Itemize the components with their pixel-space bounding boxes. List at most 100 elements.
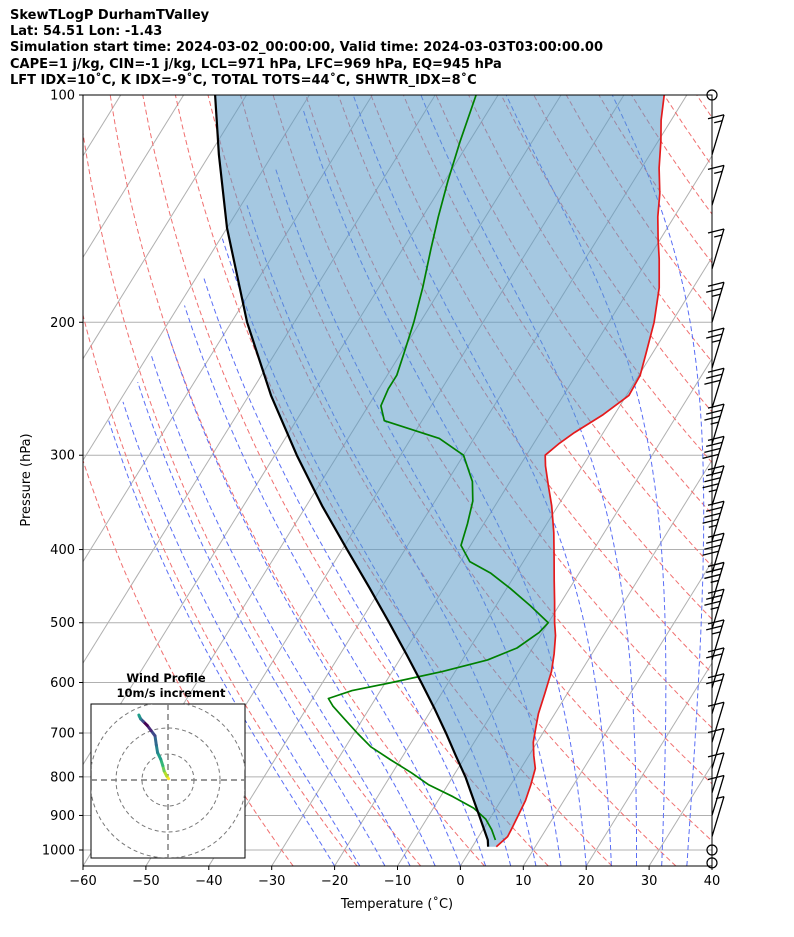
dry-adiabat-line [109,95,485,866]
barb-half-flag [712,339,721,343]
dry-adiabat-line [500,95,712,413]
x-tick-label: 10 [515,874,532,889]
wind-barb [707,774,725,816]
wind-barb [706,857,718,869]
title-line-station: SkewTLogP DurhamTValley [10,8,210,23]
isotherm-line [648,763,712,866]
barb-half-flag [714,234,723,238]
y-tick-label: 300 [50,449,75,464]
barb-half-flag [715,795,725,800]
barb-flag [707,403,725,409]
barb-staff [711,796,725,837]
barb-flag [702,518,719,524]
dry-adiabat-line [435,95,712,515]
wind-barb [702,435,725,477]
dry-adiabat-line [207,95,677,866]
calm-circle [706,844,718,856]
y-axis: 100 200 300 400 500 600 700 800 900 1000 [42,89,83,859]
profile-lines [214,95,666,848]
barb-half-flag [714,170,723,174]
calm-circle [706,89,718,101]
barb-flag [704,512,721,518]
barb-half-flag [708,489,717,493]
barb-flag [707,500,725,506]
hodograph-inset: Wind Profile 10m/s increment [90,671,246,859]
wind-barb [707,228,725,270]
barb-staff [711,775,725,816]
barb-flag [706,625,723,631]
cape-cin-shading [215,95,665,847]
moist-adiabat-line [137,381,386,866]
barb-flag [704,379,721,385]
wind-barb [704,561,725,603]
x-axis-label: Temperature (˚C) [340,896,453,912]
y-axis-label: Pressure (hPa) [19,433,34,526]
barb-half-flag [710,606,719,610]
wind-barb [707,114,725,155]
x-axis: −60 −50 −40 −30 −20 −10 0 10 20 30 40 [69,866,720,889]
barb-flag [706,679,723,685]
isotherm-line [83,95,247,360]
y-tick-label: 700 [50,727,75,742]
moist-adiabat-line [611,95,705,866]
barb-flag [706,373,723,379]
hodograph-segment [137,713,141,718]
barb-flag [707,727,725,734]
barb-half-flag [712,293,721,297]
title-line-indices: LFT IDX=10˚C, K IDX=-9˚C, TOTAL TOTS=44˚… [10,72,477,88]
barb-flag [707,281,725,287]
dry-adiabat-line [83,459,294,866]
cape-cin-area [215,95,665,847]
wind-barb [707,752,725,794]
barb-flag [706,653,723,659]
x-tick-label: 40 [704,874,721,889]
x-tick-label: −30 [258,874,285,889]
barb-flag [706,409,723,415]
x-tick-label: −60 [69,874,96,889]
barb-half-flag [712,631,721,635]
x-tick-label: −50 [132,874,159,889]
barb-flag [706,441,723,448]
y-tick-label: 1000 [42,844,75,859]
isotherm-line [459,459,712,866]
barb-flag [706,506,723,512]
barb-flag [706,567,723,574]
barb-flag [707,327,725,333]
background-lines [83,95,794,866]
wind-barb [711,795,725,837]
barb-flag [706,594,723,600]
barb-flag [707,561,725,568]
y-tick-label: 100 [50,89,75,104]
x-tick-label: −20 [321,874,348,889]
barb-flag [707,435,725,442]
barb-staff [711,728,725,769]
barb-flag [704,544,721,550]
barb-staff [711,752,725,794]
y-tick-label: 800 [50,770,75,785]
barb-flag [702,483,719,489]
barb-flag [704,600,721,606]
hodograph-segment [153,734,158,747]
wind-barb [706,89,718,101]
x-tick-label: −10 [384,874,411,889]
title-line-times: Simulation start time: 2024-03-02_00:00:… [10,40,603,56]
y-tick-label: 600 [50,676,75,691]
dry-adiabat-line [83,313,358,866]
wind-barb [702,500,725,542]
wind-barb [707,727,725,769]
barb-half-flag [710,579,719,584]
barb-flag [704,573,721,580]
dry-adiabat-line [762,95,794,866]
temperature-line [495,95,666,848]
moist-adiabat-line [203,278,487,866]
barb-flag [707,701,725,707]
isotherm-line [83,95,185,259]
dry-adiabat-line [337,95,712,674]
wind-barb [707,701,725,743]
x-tick-label: −40 [195,874,222,889]
barb-flag [704,447,721,454]
barb-flag [707,752,725,758]
x-tick-label: 0 [456,874,464,889]
wind-barb [702,465,725,506]
barb-flag [704,477,721,483]
